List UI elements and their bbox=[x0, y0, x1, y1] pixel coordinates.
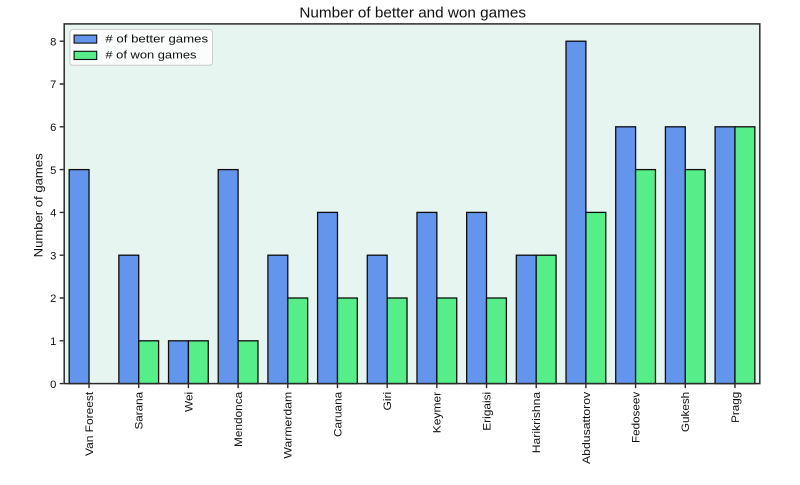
svg-text:Caruana: Caruana bbox=[332, 391, 344, 437]
svg-text:Keymer: Keymer bbox=[432, 392, 444, 434]
svg-text:Erigaisi: Erigaisi bbox=[481, 392, 493, 431]
svg-text:5: 5 bbox=[50, 165, 56, 177]
svg-text:Mendonca: Mendonca bbox=[233, 391, 245, 447]
svg-text:Warmerdam: Warmerdam bbox=[283, 392, 295, 459]
svg-text:Number of better and won games: Number of better and won games bbox=[299, 6, 526, 22]
svg-text:3: 3 bbox=[50, 250, 56, 262]
svg-text:8: 8 bbox=[50, 36, 56, 48]
svg-text:Wei: Wei bbox=[183, 392, 195, 412]
svg-text:Number of games: Number of games bbox=[32, 153, 45, 257]
svg-text:Van Foreest: Van Foreest bbox=[84, 391, 96, 456]
svg-text:1: 1 bbox=[50, 336, 56, 348]
svg-text:Fedoseev: Fedoseev bbox=[630, 391, 642, 443]
svg-text:6: 6 bbox=[50, 122, 56, 134]
svg-text:Pragg: Pragg bbox=[730, 392, 742, 423]
svg-text:2: 2 bbox=[50, 293, 56, 305]
svg-text:7: 7 bbox=[50, 79, 56, 91]
svg-text:# of better games: # of better games bbox=[105, 34, 208, 46]
svg-text:Harikrishna: Harikrishna bbox=[531, 391, 543, 453]
svg-text:Sarana: Sarana bbox=[134, 391, 146, 429]
svg-text:0: 0 bbox=[50, 379, 56, 391]
svg-text:Giri: Giri bbox=[382, 392, 394, 411]
svg-text:4: 4 bbox=[50, 208, 56, 220]
svg-text:Gukesh: Gukesh bbox=[680, 392, 692, 432]
svg-text:Abdusattorov: Abdusattorov bbox=[581, 391, 593, 464]
svg-text:# of won games: # of won games bbox=[105, 50, 196, 62]
